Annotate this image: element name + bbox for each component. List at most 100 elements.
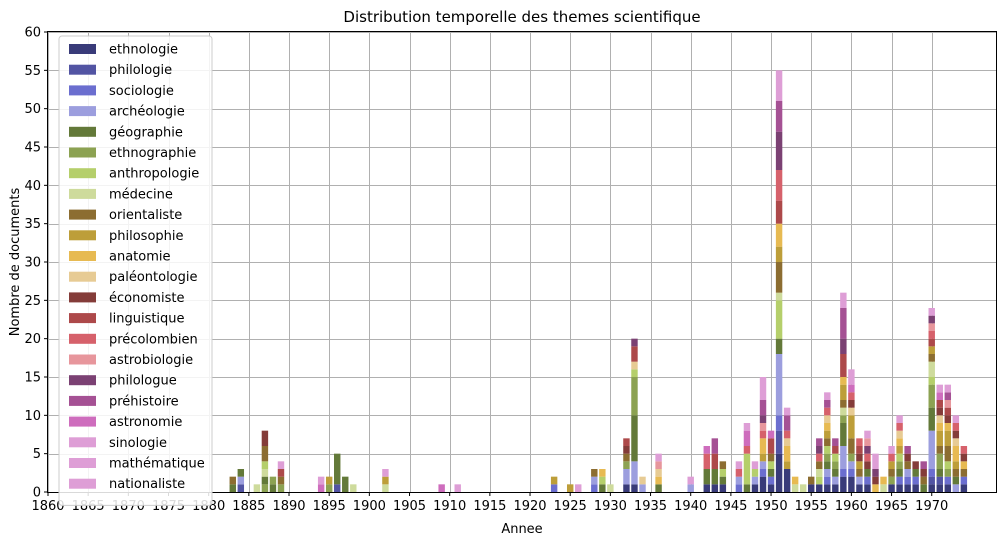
bar-segment-1888-ethnographie [269,476,277,485]
bar-segment-1958-archéologie [832,476,839,485]
bar-1950 [767,430,775,492]
legend-swatch-médecine [69,188,96,199]
legend-label-précolombien: précolombien [109,332,198,347]
bar-segment-1962-sociologie [864,476,871,485]
x-tick-label-1945: 1945 [714,499,747,514]
bar-segment-1963-sinologie [872,453,879,469]
legend-swatch-philologue [69,375,96,386]
legend-item-précolombien: précolombien [69,332,198,347]
bar-1909 [438,484,445,492]
bar-segment-1973-anatomie [952,446,960,462]
bar-1928 [591,469,598,492]
bar-1973 [952,415,960,492]
bar-segment-1972-philosophie [944,430,952,446]
bar-segment-1958-anthropologie [832,453,839,462]
y-tick-label-40: 40 [24,179,41,194]
y-tick-label-30: 30 [24,256,41,271]
bar-1948 [751,461,759,492]
bar-segment-1887-orientaliste [261,446,269,462]
bar-segment-1929-géographie [599,484,606,492]
bar-segment-1972-sociologie [944,476,952,485]
bar-1898 [350,484,357,492]
x-tick-label-1940: 1940 [674,499,707,514]
bar-segment-1960-astronomie [848,384,855,393]
y-tick-label-5: 5 [33,447,41,462]
legend-swatch-linguistique [69,313,96,324]
x-tick-label-1910: 1910 [433,499,466,514]
bar-segment-1970-philologue [928,315,935,324]
bar-segment-1959-ethnographie [840,415,847,423]
bar-segment-1955-orientaliste [808,476,815,485]
bar-segment-1942-ethnologie [703,484,710,492]
bar-1943 [711,438,719,492]
bar-1896 [334,453,341,492]
bar-segment-1946-précolombien [735,469,743,477]
bar-segment-1969-préhistoire [920,461,927,469]
bar-segment-1971-économiste [936,407,943,416]
bar-segment-1951-géographie [775,338,783,354]
bar-segment-1940-sinologie [687,476,694,485]
bar-segment-1957-ethnographie [824,453,831,462]
bar-segment-1951-préhistoire [775,101,783,132]
bar-segment-1951-philosophie [775,246,783,262]
bar-segment-1902-sinologie [382,469,389,477]
bar-1929 [599,469,606,492]
bar-segment-1972-ethnographie [944,469,952,477]
legend-swatch-philologie [69,64,96,75]
bar-1949 [759,377,767,492]
bar-segment-1962-ethnologie [864,484,871,492]
legend-label-sociologie: sociologie [109,84,174,99]
bar-segment-1967-orientaliste [904,461,911,469]
bar-segment-1973-archéologie [952,484,960,492]
bar-segment-1970-ethnographie [928,384,935,408]
bar-segment-1965-ethnologie [888,484,895,492]
bar-segment-1936-géographie [655,484,662,492]
bar-segment-1948-sinologie [751,461,759,469]
legend-item-ethnologie: ethnologie [69,43,178,58]
bar-segment-1887-économiste [261,430,269,446]
bar-segment-1932-archéologie [623,469,630,485]
bar-segment-1971-ethnologie [936,484,943,492]
bar-segment-1973-précolombien [952,423,960,431]
bar-segment-1961-économiste [856,453,863,462]
bar-segment-1953-médecine [791,484,799,492]
legend-item-mathématique: mathématique [69,457,205,472]
bar-segment-1969-orientaliste [920,476,927,485]
bar-segment-1968-économiste [912,461,919,469]
bar-segment-1966-précolombien [896,423,903,431]
bar-1925 [566,484,574,492]
bar-segment-1946-sinologie [735,461,743,469]
x-tick-label-1950: 1950 [755,499,788,514]
bar-segment-1972-ethnologie [944,484,952,492]
bar-1940 [687,476,694,492]
x-tick-label-1935: 1935 [634,499,667,514]
bar-1970 [928,308,935,492]
bar-segment-1949-ethnologie [759,476,767,492]
bar-segment-1952-préhistoire [783,415,791,431]
legend-label-nationaliste: nationaliste [109,477,185,492]
bar-segment-1933-archéologie [631,461,638,485]
bar-segment-1943-linguistique [711,453,719,469]
bar-1969 [920,461,927,492]
bar-1971 [936,384,943,492]
bar-segment-1957-archéologie [824,469,831,477]
legend-item-préhistoire: préhistoire [69,394,179,409]
bar-segment-1973-économiste [952,430,960,439]
bar-1961 [856,438,863,492]
legend-label-paléontologie: paléontologie [109,270,198,285]
bar-segment-1950-anthropologie [767,461,775,469]
bar-segment-1972-linguistique [944,407,952,416]
x-tick-label-1925: 1925 [554,499,587,514]
bar-segment-1960-ethnologie [848,476,855,492]
bar-segment-1944-géographie [719,476,727,485]
y-tick-label-45: 45 [24,141,41,156]
x-tick-label-1970: 1970 [915,499,948,514]
legend-swatch-ethnologie [69,44,96,54]
bar-segment-1969-économiste [920,469,927,477]
bar-segment-1957-sociologie [824,476,831,485]
bar-1902 [382,469,389,492]
bar-segment-1966-paléontologie [896,430,903,439]
bar-segment-1958-linguistique [832,446,839,454]
bar-segment-1933-linguistique [631,346,638,362]
bar-segment-1959-médecine [840,407,847,416]
